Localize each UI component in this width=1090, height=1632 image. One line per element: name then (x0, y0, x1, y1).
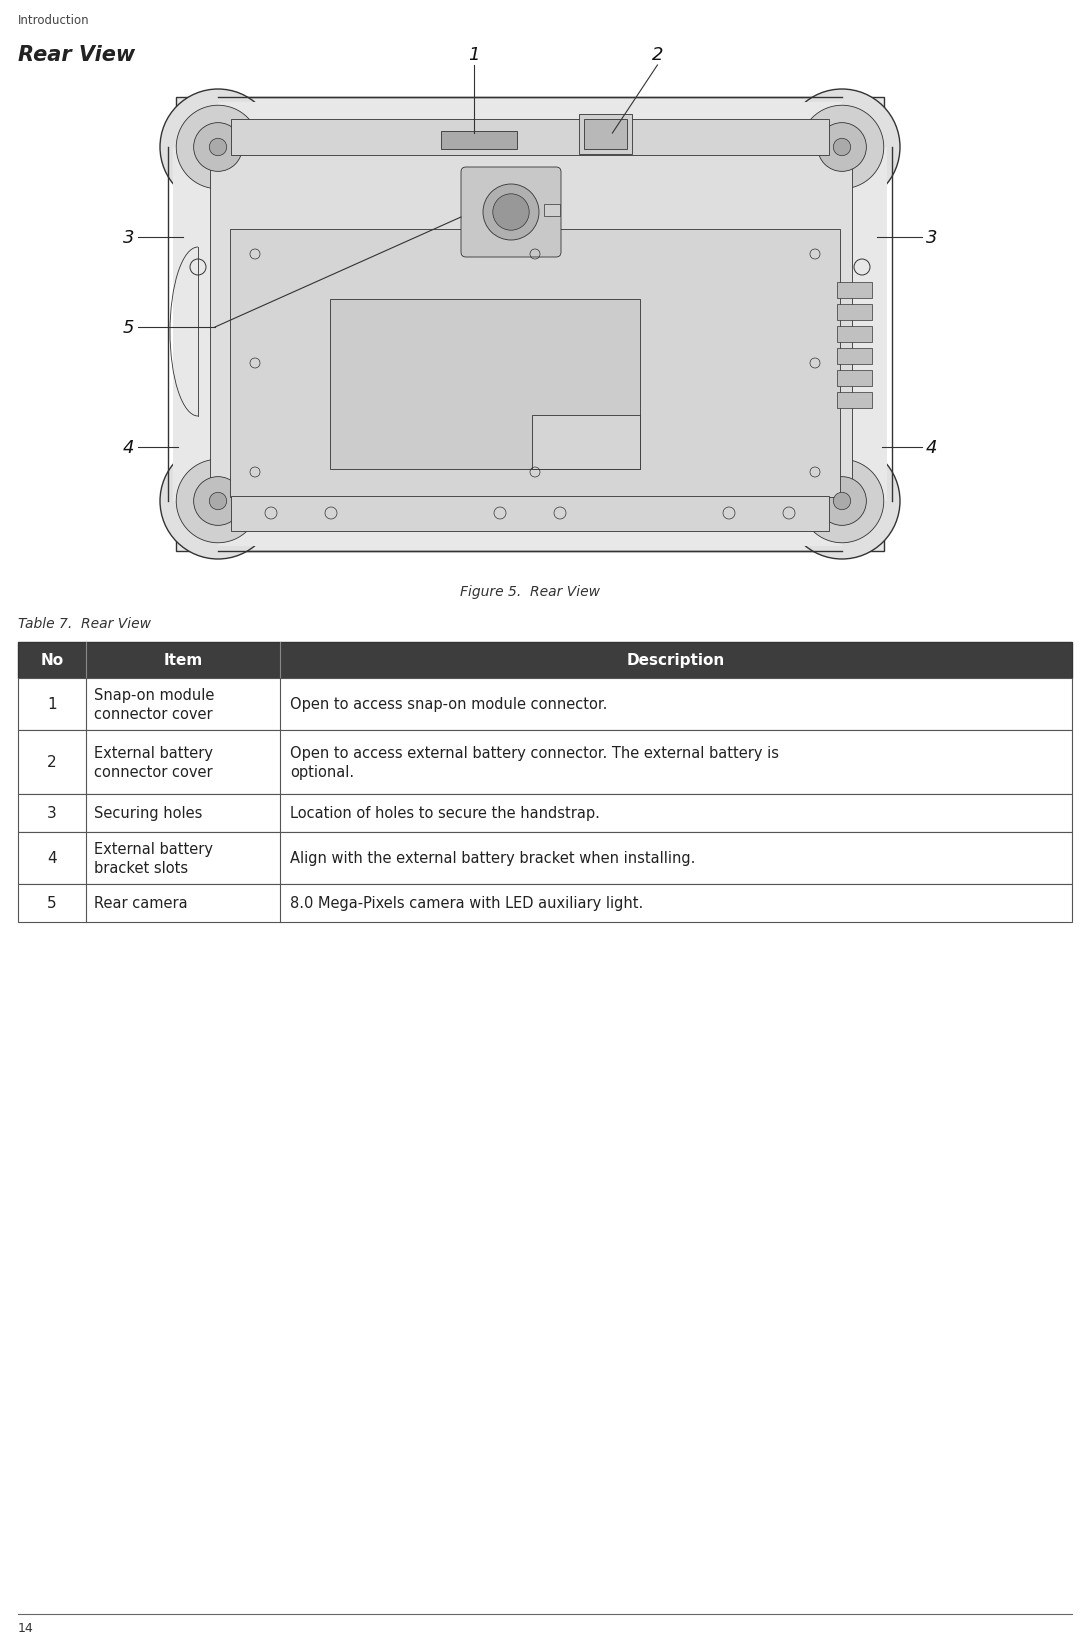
Bar (210, 149, 852, 508)
Circle shape (160, 444, 276, 560)
Bar (330, 300, 640, 470)
Text: 4: 4 (47, 850, 57, 867)
Text: 4: 4 (122, 439, 134, 457)
Text: 1: 1 (469, 46, 480, 64)
Circle shape (209, 139, 227, 157)
Bar (580, 114, 632, 155)
Text: 1: 1 (47, 697, 57, 712)
Circle shape (194, 124, 242, 173)
Bar (19, 832, 1071, 885)
Text: 3: 3 (926, 228, 937, 246)
Text: Securing holes: Securing holes (94, 806, 203, 821)
Text: Figure 5.  Rear View: Figure 5. Rear View (460, 584, 600, 599)
Bar (173, 149, 887, 501)
Text: Rear camera: Rear camera (94, 896, 187, 911)
Text: Open to access snap-on module connector.: Open to access snap-on module connector. (290, 697, 607, 712)
Circle shape (177, 460, 259, 543)
Circle shape (194, 477, 242, 526)
Bar (19, 795, 1071, 832)
Bar (837, 393, 872, 408)
Circle shape (818, 477, 867, 526)
Circle shape (784, 90, 900, 206)
Bar (837, 326, 872, 343)
Text: Open to access external battery connector. The external battery is
optional.: Open to access external battery connecto… (290, 746, 779, 780)
Bar (532, 416, 640, 470)
Circle shape (209, 493, 227, 511)
Bar (837, 370, 872, 387)
Text: 8.0 Mega-Pixels camera with LED auxiliary light.: 8.0 Mega-Pixels camera with LED auxiliar… (290, 896, 643, 911)
Circle shape (493, 194, 530, 232)
Text: 2: 2 (652, 46, 663, 64)
FancyBboxPatch shape (461, 168, 561, 258)
Circle shape (784, 444, 900, 560)
Bar (584, 119, 628, 150)
Bar (231, 496, 829, 532)
Circle shape (483, 184, 538, 242)
Bar (19, 643, 1071, 679)
Circle shape (800, 460, 884, 543)
Text: 14: 14 (19, 1621, 34, 1632)
Bar (837, 282, 872, 299)
Circle shape (833, 139, 850, 157)
Text: No: No (40, 653, 63, 667)
Bar (231, 119, 829, 157)
Circle shape (818, 124, 867, 173)
Circle shape (833, 493, 850, 511)
Text: Location of holes to secure the handstrap.: Location of holes to secure the handstra… (290, 806, 600, 821)
Bar (441, 132, 518, 150)
Bar (175, 98, 884, 552)
Bar (19, 731, 1071, 795)
Bar (837, 305, 872, 322)
Text: Table 7.  Rear View: Table 7. Rear View (19, 617, 152, 630)
Bar (544, 206, 560, 217)
Circle shape (177, 106, 259, 189)
Bar (19, 885, 1071, 922)
Text: External battery
connector cover: External battery connector cover (94, 746, 213, 780)
Text: Item: Item (164, 653, 203, 667)
Bar (19, 679, 1071, 731)
Text: Align with the external battery bracket when installing.: Align with the external battery bracket … (290, 850, 695, 867)
Text: Description: Description (627, 653, 725, 667)
Bar (218, 103, 841, 547)
Text: 2: 2 (47, 756, 57, 770)
Text: Snap-on module
connector cover: Snap-on module connector cover (94, 687, 215, 721)
Text: 5: 5 (47, 896, 57, 911)
Text: External battery
bracket slots: External battery bracket slots (94, 840, 213, 876)
Circle shape (800, 106, 884, 189)
Text: 5: 5 (122, 318, 134, 336)
Text: 3: 3 (47, 806, 57, 821)
Circle shape (160, 90, 276, 206)
Bar (230, 230, 840, 498)
Bar (837, 349, 872, 366)
FancyBboxPatch shape (178, 108, 882, 542)
Text: Rear View: Rear View (19, 46, 135, 65)
Text: 4: 4 (926, 439, 937, 457)
Text: 3: 3 (122, 228, 134, 246)
Text: Introduction: Introduction (19, 15, 89, 28)
